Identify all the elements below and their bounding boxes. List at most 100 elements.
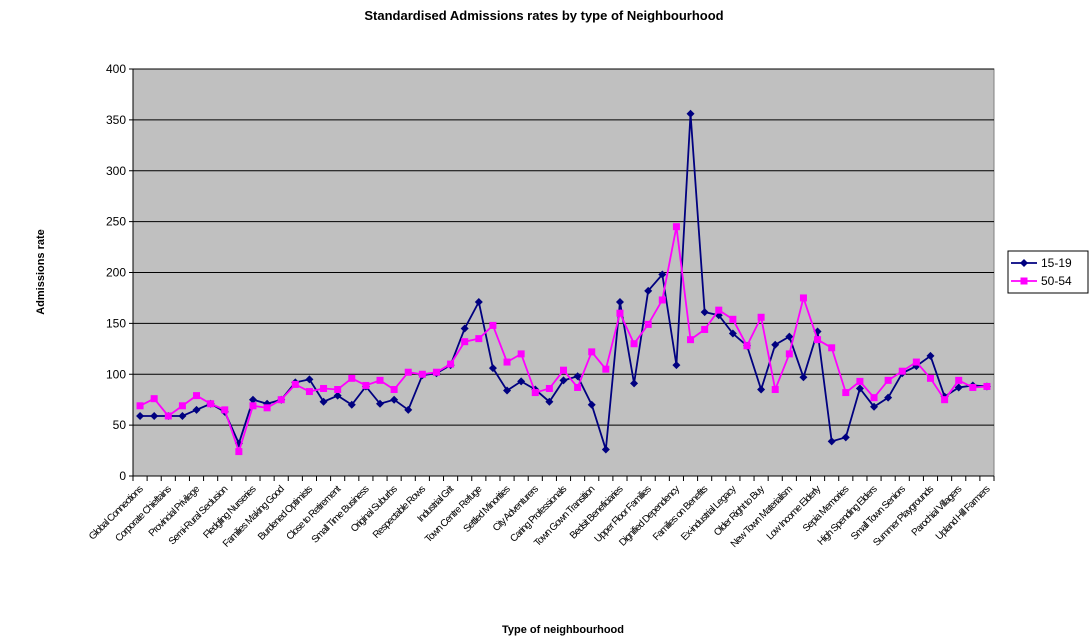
data-point-50-54	[178, 402, 186, 410]
data-point-50-54	[235, 448, 243, 456]
y-tick-label: 50	[113, 418, 127, 432]
data-point-50-54	[799, 294, 807, 302]
data-point-50-54	[263, 404, 271, 412]
data-point-50-54	[672, 223, 680, 231]
data-point-15-19	[926, 351, 935, 360]
legend-marker-15-19	[1020, 259, 1028, 267]
data-point-50-54	[531, 389, 539, 397]
data-point-50-54	[193, 392, 201, 400]
data-point-15-19	[488, 364, 497, 373]
data-point-50-54	[983, 382, 991, 390]
data-point-50-54	[207, 400, 215, 408]
data-point-15-19	[728, 329, 737, 338]
data-point-50-54	[926, 374, 934, 382]
data-point-50-54	[729, 315, 737, 323]
data-point-15-19	[347, 400, 356, 409]
data-point-15-19	[587, 400, 596, 409]
data-point-50-54	[150, 395, 158, 403]
data-point-15-19	[771, 340, 780, 349]
data-point-15-19	[503, 386, 512, 395]
data-point-50-54	[545, 384, 553, 392]
data-point-50-54	[743, 342, 751, 350]
data-point-50-54	[461, 338, 469, 346]
data-point-50-54	[771, 386, 779, 394]
data-point-50-54	[221, 406, 229, 414]
data-point-50-54	[376, 376, 384, 384]
data-point-50-54	[630, 340, 638, 348]
data-point-50-54	[291, 380, 299, 388]
data-point-50-54	[616, 309, 624, 317]
data-point-50-54	[828, 344, 836, 352]
data-point-15-19	[305, 375, 314, 384]
data-point-50-54	[489, 321, 497, 329]
data-point-15-19	[150, 411, 159, 420]
data-point-15-19	[460, 324, 469, 333]
legend-marker-50-54	[1020, 277, 1028, 285]
data-point-15-19	[178, 411, 187, 420]
y-tick-label: 250	[106, 215, 126, 229]
data-point-50-54	[305, 388, 313, 396]
legend-box	[1007, 250, 1089, 294]
y-tick-label: 400	[106, 62, 126, 76]
y-tick-label: 200	[106, 266, 126, 280]
data-point-50-54	[475, 335, 483, 343]
series-layer	[136, 109, 991, 456]
data-point-50-54	[898, 367, 906, 375]
data-point-50-54	[602, 365, 610, 373]
data-point-50-54	[701, 325, 709, 333]
data-point-15-19	[248, 395, 257, 404]
data-point-50-54	[418, 370, 426, 378]
y-tick-label: 300	[106, 164, 126, 178]
data-point-50-54	[644, 320, 652, 328]
data-point-15-19	[785, 332, 794, 341]
data-point-15-19	[686, 109, 695, 118]
data-point-50-54	[814, 336, 822, 344]
data-point-50-54	[560, 366, 567, 374]
data-point-50-54	[884, 376, 892, 384]
data-point-50-54	[517, 350, 525, 358]
data-point-15-19	[855, 384, 864, 393]
data-point-15-19	[841, 433, 850, 442]
y-tick-label: 150	[106, 316, 126, 330]
data-point-15-19	[644, 286, 653, 295]
data-point-50-54	[574, 383, 582, 391]
data-point-15-19	[615, 298, 624, 307]
data-point-50-54	[969, 383, 977, 391]
data-point-15-19	[954, 383, 963, 392]
data-point-50-54	[447, 360, 455, 368]
y-tick-label: 100	[106, 367, 126, 381]
data-point-50-54	[912, 358, 920, 366]
data-point-50-54	[842, 389, 850, 397]
data-point-15-19	[601, 445, 610, 454]
data-point-50-54	[348, 374, 356, 382]
data-point-15-19	[545, 397, 554, 406]
data-point-50-54	[856, 377, 864, 385]
data-point-50-54	[277, 396, 285, 404]
legend-label-15-19: 15-19	[1041, 256, 1072, 270]
data-point-50-54	[503, 358, 511, 366]
data-point-50-54	[390, 386, 398, 394]
data-point-15-19	[630, 379, 639, 388]
data-point-50-54	[757, 313, 765, 321]
legend-label-50-54: 50-54	[1041, 274, 1072, 288]
data-point-15-19	[136, 411, 145, 420]
data-point-50-54	[432, 368, 440, 376]
data-point-50-54	[785, 350, 793, 358]
y-tick-label: 350	[106, 113, 126, 127]
data-point-15-19	[404, 405, 413, 414]
data-point-15-19	[757, 385, 766, 394]
data-point-15-19	[517, 377, 526, 386]
data-point-50-54	[715, 306, 723, 314]
data-point-15-19	[390, 395, 399, 404]
y-axis: 0 50 100 150 200 250 300 350 400	[106, 62, 134, 483]
data-point-15-19	[884, 393, 893, 402]
data-point-15-19	[672, 361, 681, 370]
data-point-15-19	[827, 437, 836, 446]
data-point-50-54	[941, 396, 949, 404]
y-axis-title: Admissions rate	[35, 229, 47, 315]
data-point-50-54	[588, 348, 596, 356]
data-point-15-19	[376, 399, 385, 408]
data-point-15-19	[559, 376, 568, 385]
